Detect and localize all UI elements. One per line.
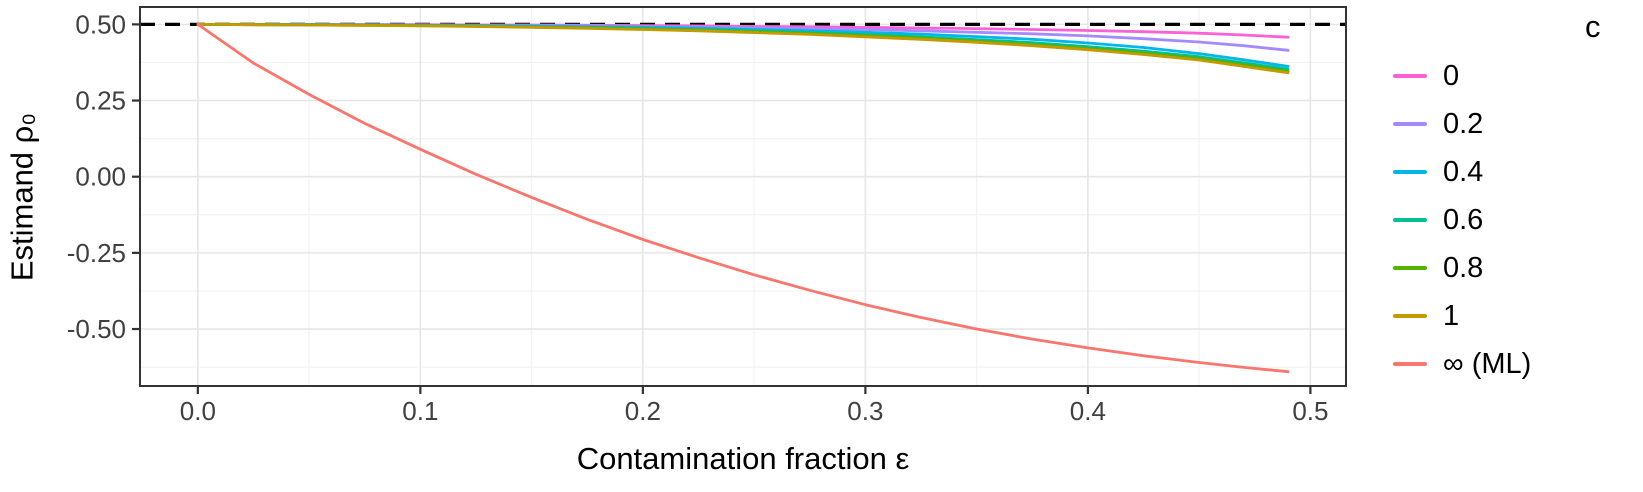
x-tick-label: 0.4 <box>1070 396 1106 426</box>
legend-label: 1 <box>1443 299 1460 332</box>
y-tick-label: -0.25 <box>67 238 126 268</box>
legend-item-5: 1 <box>1383 292 1601 340</box>
x-axis-title: Contamination fraction ε <box>576 441 910 476</box>
legend-item-4: 0.8 <box>1383 244 1601 292</box>
legend-key-line <box>1393 266 1427 270</box>
legend: c 0 0.2 0.4 0.6 0.8 1 ∞ (ML) <box>1383 2 1601 388</box>
panel-background <box>140 7 1346 386</box>
y-tick-label: 0.50 <box>75 9 126 39</box>
legend-key-line <box>1393 170 1427 174</box>
x-tick-label: 0.5 <box>1292 396 1328 426</box>
legend-key-line <box>1393 122 1427 126</box>
legend-items: 0 0.2 0.4 0.6 0.8 1 ∞ (ML) <box>1383 52 1601 388</box>
legend-title: c <box>1585 9 1601 44</box>
x-tick-label: 0.0 <box>180 396 216 426</box>
x-tick-label: 0.2 <box>625 396 661 426</box>
y-tick-label: 0.00 <box>75 162 126 192</box>
legend-label: 0 <box>1443 59 1460 92</box>
x-tick-label: 0.1 <box>402 396 438 426</box>
series-line-6 <box>196 22 1290 374</box>
legend-label: 0.6 <box>1443 203 1484 236</box>
y-axis-title: Estimand ρ₀ <box>4 112 40 282</box>
legend-label: 0.8 <box>1443 251 1484 284</box>
y-tick-label: 0.25 <box>75 86 126 116</box>
legend-key-line <box>1393 218 1427 222</box>
legend-label: 0.2 <box>1443 107 1484 140</box>
series-line-5 <box>196 22 1290 75</box>
legend-label: ∞ (ML) <box>1443 347 1532 380</box>
legend-item-1: 0.2 <box>1383 100 1601 148</box>
legend-key-line <box>1393 314 1427 318</box>
legend-item-2: 0.4 <box>1383 148 1601 196</box>
y-tick-label: -0.50 <box>67 314 126 344</box>
legend-item-3: 0.6 <box>1383 196 1601 244</box>
x-tick-label: 0.3 <box>847 396 883 426</box>
legend-key-line <box>1393 362 1427 366</box>
panel-border <box>139 6 1347 387</box>
legend-key-line <box>1393 74 1427 78</box>
legend-label: 0.4 <box>1443 155 1484 188</box>
legend-item-6: ∞ (ML) <box>1383 340 1601 388</box>
legend-item-0: 0 <box>1383 52 1601 100</box>
